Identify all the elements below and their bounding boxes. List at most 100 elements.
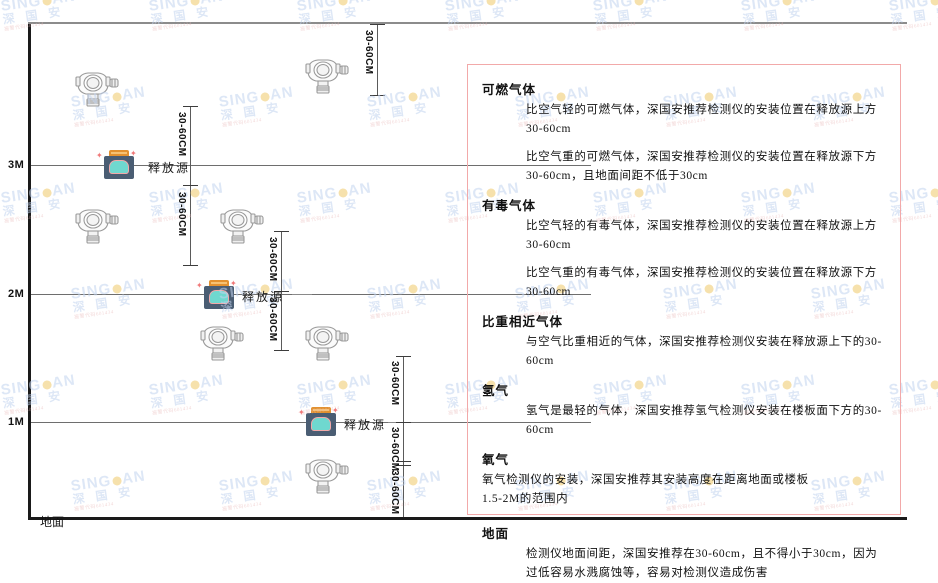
guidance-panel: 可燃气体 比空气轻的可燃气体，深国安推荐检测仪的安装位置在释放源上方30-60c…	[467, 64, 901, 515]
ceiling-line	[28, 22, 907, 24]
watermark-cn: 深 国 安	[368, 99, 444, 122]
gas-detector-icon	[300, 322, 352, 362]
watermark-dot-icon	[260, 475, 270, 485]
source-label-1m: 释放源	[344, 416, 386, 433]
section-paragraph: 检测仪地面间距，深国安推荐在30-60cm，且不得小于30cm，因为过低容易水溅…	[526, 545, 886, 583]
watermark-sub: 报警代码601434	[0, 496, 1, 513]
watermark-dot-icon	[338, 187, 348, 197]
watermark-sub: 报警代码601434	[300, 208, 376, 225]
section-paragraph: 比空气轻的可燃气体，深国安推荐检测仪的安装位置在释放源上方30-60cm	[526, 101, 886, 139]
dim-tick	[183, 106, 198, 107]
dim-tick	[396, 356, 411, 357]
watermark-sub: 报警代码601434	[74, 304, 150, 321]
dim-label-30-60cm: 30-60CM	[267, 237, 278, 282]
gas-detector-icon	[215, 205, 267, 245]
dim-tick	[370, 24, 385, 25]
ground-label: 地面	[40, 513, 64, 530]
section-combustible-gas: 可燃气体 比空气轻的可燃气体，深国安推荐检测仪的安装位置在释放源上方30-60c…	[482, 79, 886, 186]
section-heading: 氢气	[482, 380, 886, 399]
gas-detector-icon	[300, 455, 352, 495]
watermark-cn: 深 国 安	[220, 483, 296, 506]
watermark-dot-icon	[408, 283, 418, 293]
level-label-2m: 2M	[8, 288, 24, 300]
watermark-sub: 报警代码601434	[370, 304, 446, 321]
source-screen	[311, 417, 331, 431]
dim-tick	[396, 422, 411, 423]
watermark-sub: 报警代码601434	[152, 400, 228, 417]
spark-icon: ✦	[332, 407, 339, 415]
watermark-sub: 报警代码601434	[222, 112, 298, 129]
watermark-sub: 报警代码601434	[0, 304, 1, 321]
gas-detector-icon	[70, 68, 122, 108]
watermark-sub: 报警代码601434	[448, 16, 524, 33]
section-paragraph: 比空气重的有毒气体，深国安推荐检测仪的安装位置在释放源下方30-60cm	[526, 264, 886, 302]
watermark-sub: 报警代码601434	[892, 16, 938, 33]
gas-detector-icon	[195, 322, 247, 362]
watermark-cn: 深 国 安	[2, 195, 78, 218]
watermark-dot-icon	[634, 0, 644, 6]
watermark-sub: 报警代码601434	[222, 496, 298, 513]
dim-tick	[183, 185, 198, 186]
section-paragraph: 氧气检测仪的安装，深国安推荐其安装高度在距离地面或楼板1.5-2M的范围内	[482, 471, 822, 509]
watermark-dot-icon	[486, 0, 496, 6]
watermark-cn: 深 国 安	[150, 387, 226, 410]
section-ground: 地面 检测仪地面间距，深国安推荐在30-60cm，且不得小于30cm，因为过低容…	[482, 523, 886, 583]
section-toxic-gas: 有毒气体 比空气轻的有毒气体，深国安推荐检测仪的安装位置在释放源上方30-60c…	[482, 195, 886, 302]
watermark-sub: 报警代码601434	[370, 496, 446, 513]
watermark-sub: 报警代码601434	[152, 16, 228, 33]
watermark-sub: 报警代码601434	[4, 208, 80, 225]
wall-left	[28, 22, 31, 519]
watermark-dot-icon	[930, 379, 938, 389]
dim-label-30-60cm: 30-60CM	[176, 192, 187, 237]
watermark-dot-icon	[930, 187, 938, 197]
watermark-cn: 深 国 安	[298, 195, 374, 218]
watermark-dot-icon	[408, 91, 418, 101]
watermark-dot-icon	[190, 379, 200, 389]
level-label-3m: 3M	[8, 159, 24, 171]
section-hydrogen: 氢气 氢气是最轻的气体，深国安推荐氢气检测仪安装在楼板面下方的30-60cm	[482, 380, 886, 440]
watermark-dot-icon	[782, 0, 792, 6]
watermark-cn: 深 国 安	[72, 483, 148, 506]
watermark-dot-icon	[190, 187, 200, 197]
gas-detector-icon	[300, 55, 352, 95]
watermark-cn: 深 国 安	[2, 387, 78, 410]
watermark-sub: 报警代码601434	[74, 112, 150, 129]
section-paragraph: 比空气轻的有毒气体，深国安推荐检测仪的安装位置在释放源上方30-60cm	[526, 217, 886, 255]
section-heading: 可燃气体	[482, 79, 886, 98]
watermark-dot-icon	[408, 475, 418, 485]
dim-col-lower	[403, 356, 404, 517]
source-screen	[109, 160, 129, 174]
spark-icon: ✦	[196, 282, 203, 290]
spark-icon: ✦	[230, 280, 237, 288]
dim-label-30-60cm: 30-60CM	[389, 361, 400, 406]
dim-tick	[274, 350, 289, 351]
watermark-dot-icon	[338, 379, 348, 389]
watermark-sub: 报警代码601434	[596, 16, 672, 33]
section-paragraph: 与空气比重相近的气体，深国安推荐检测仪安装在释放源上下的30-60cm	[526, 333, 886, 371]
watermark-sub: 报警代码601434	[744, 16, 820, 33]
watermark-dot-icon	[930, 0, 938, 6]
watermark-sub: 报警代码601434	[370, 112, 446, 129]
watermark-cn: 深 国 安	[220, 99, 296, 122]
watermark-dot-icon	[190, 0, 200, 6]
